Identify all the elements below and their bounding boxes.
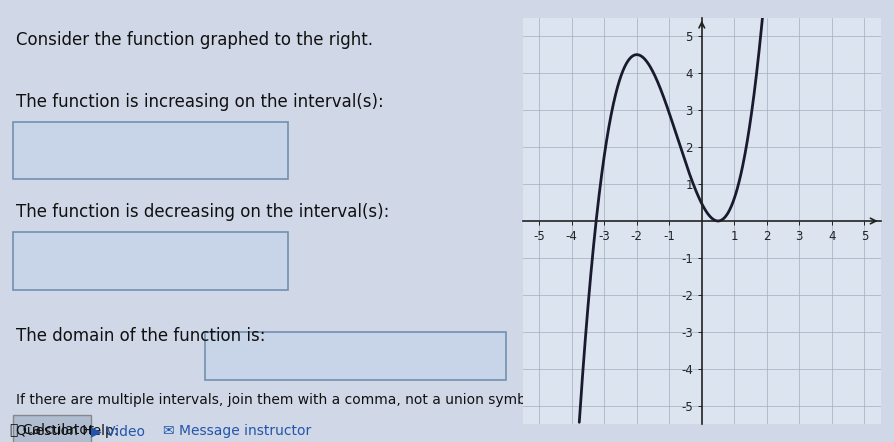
Text: The function is decreasing on the interval(s):: The function is decreasing on the interv… [15,203,389,221]
Text: Consider the function graphed to the right.: Consider the function graphed to the rig… [15,31,373,49]
Text: ✉ Message instructor: ✉ Message instructor [164,424,312,438]
FancyBboxPatch shape [13,122,288,179]
Text: The domain of the function is:: The domain of the function is: [15,327,265,345]
FancyBboxPatch shape [13,415,91,442]
Text: 🖩 Calculator: 🖩 Calculator [10,422,94,436]
FancyBboxPatch shape [13,232,288,290]
Text: If there are multiple intervals, join them with a comma, not a union symbol.: If there are multiple intervals, join th… [15,393,543,408]
Text: Question Help:: Question Help: [15,424,118,438]
Text: ▶ Video: ▶ Video [90,424,145,438]
Text: The function is increasing on the interval(s):: The function is increasing on the interv… [15,93,384,111]
FancyBboxPatch shape [205,332,505,380]
